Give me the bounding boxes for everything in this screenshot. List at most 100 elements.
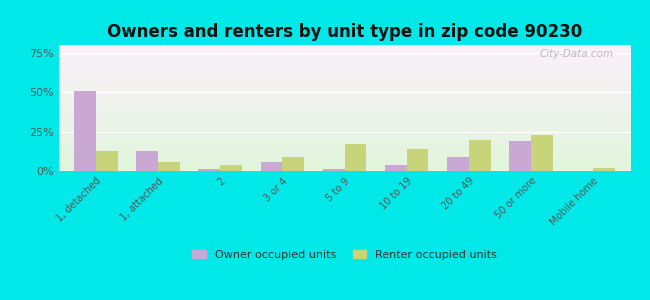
Bar — [58, 63, 630, 64]
Bar — [58, 137, 630, 138]
Bar — [58, 77, 630, 79]
Bar — [58, 142, 630, 144]
Bar — [58, 91, 630, 92]
Bar — [58, 85, 630, 86]
Bar — [58, 105, 630, 106]
Bar — [58, 134, 630, 135]
Bar — [58, 112, 630, 113]
Bar — [58, 94, 630, 95]
Bar — [58, 73, 630, 74]
Bar — [58, 145, 630, 146]
Bar — [58, 79, 630, 80]
Bar — [58, 161, 630, 163]
Bar — [136, 151, 158, 171]
Bar — [74, 91, 96, 171]
Bar — [58, 159, 630, 160]
Bar — [469, 140, 491, 171]
Bar — [58, 154, 630, 155]
Bar — [58, 164, 630, 165]
Bar — [58, 155, 630, 156]
Bar — [58, 121, 630, 122]
Bar — [58, 157, 630, 158]
Bar — [58, 50, 630, 51]
Bar — [58, 65, 630, 66]
Bar — [58, 97, 630, 98]
Bar — [58, 122, 630, 123]
Bar — [58, 54, 630, 56]
Bar — [58, 89, 630, 90]
Bar — [58, 128, 630, 129]
Bar — [58, 93, 630, 94]
Bar — [58, 82, 630, 83]
Bar — [58, 118, 630, 119]
Bar — [58, 45, 630, 46]
Bar — [58, 70, 630, 71]
Bar — [58, 130, 630, 131]
Bar — [58, 47, 630, 48]
Bar — [58, 116, 630, 117]
Bar — [344, 144, 366, 171]
Bar — [58, 66, 630, 67]
Bar — [58, 72, 630, 73]
Bar — [58, 149, 630, 150]
Bar — [58, 100, 630, 101]
Bar — [58, 101, 630, 102]
Bar — [58, 110, 630, 111]
Bar — [58, 46, 630, 47]
Bar — [58, 106, 630, 107]
Bar — [58, 80, 630, 81]
Bar — [58, 60, 630, 61]
Bar — [58, 131, 630, 132]
Bar — [158, 161, 180, 171]
Bar — [58, 132, 630, 133]
Text: City-Data.com: City-Data.com — [540, 49, 614, 59]
Bar — [58, 146, 630, 147]
Bar — [58, 138, 630, 140]
Bar — [58, 150, 630, 151]
Bar — [96, 151, 118, 171]
Bar — [58, 118, 630, 119]
Bar — [58, 111, 630, 112]
Bar — [58, 167, 630, 168]
Bar — [58, 124, 630, 125]
Bar — [58, 147, 630, 148]
Bar — [58, 90, 630, 91]
Bar — [58, 165, 630, 166]
Bar — [198, 169, 220, 171]
Bar — [58, 160, 630, 161]
Title: Owners and renters by unit type in zip code 90230: Owners and renters by unit type in zip c… — [107, 23, 582, 41]
Bar — [58, 153, 630, 154]
Bar — [58, 142, 630, 143]
Bar — [58, 156, 630, 157]
Bar — [58, 148, 630, 149]
Bar — [58, 140, 630, 142]
Bar — [58, 123, 630, 124]
Bar — [58, 144, 630, 145]
Bar — [58, 49, 630, 50]
Bar — [58, 87, 630, 88]
Bar — [58, 102, 630, 103]
Bar — [220, 165, 242, 171]
Bar — [58, 83, 630, 84]
Bar — [58, 88, 630, 89]
Bar — [58, 104, 630, 105]
Bar — [58, 76, 630, 77]
Bar — [58, 103, 630, 104]
Bar — [58, 51, 630, 52]
Bar — [58, 136, 630, 137]
Bar — [58, 61, 630, 62]
Bar — [531, 135, 552, 171]
Bar — [58, 69, 630, 70]
Bar — [58, 71, 630, 72]
Bar — [447, 157, 469, 171]
Bar — [58, 113, 630, 114]
Bar — [261, 161, 282, 171]
Bar — [58, 126, 630, 127]
Bar — [58, 56, 630, 58]
Bar — [58, 125, 630, 126]
Bar — [323, 169, 345, 171]
Bar — [58, 95, 630, 96]
Bar — [58, 62, 630, 63]
Bar — [58, 107, 630, 108]
Bar — [282, 157, 304, 171]
